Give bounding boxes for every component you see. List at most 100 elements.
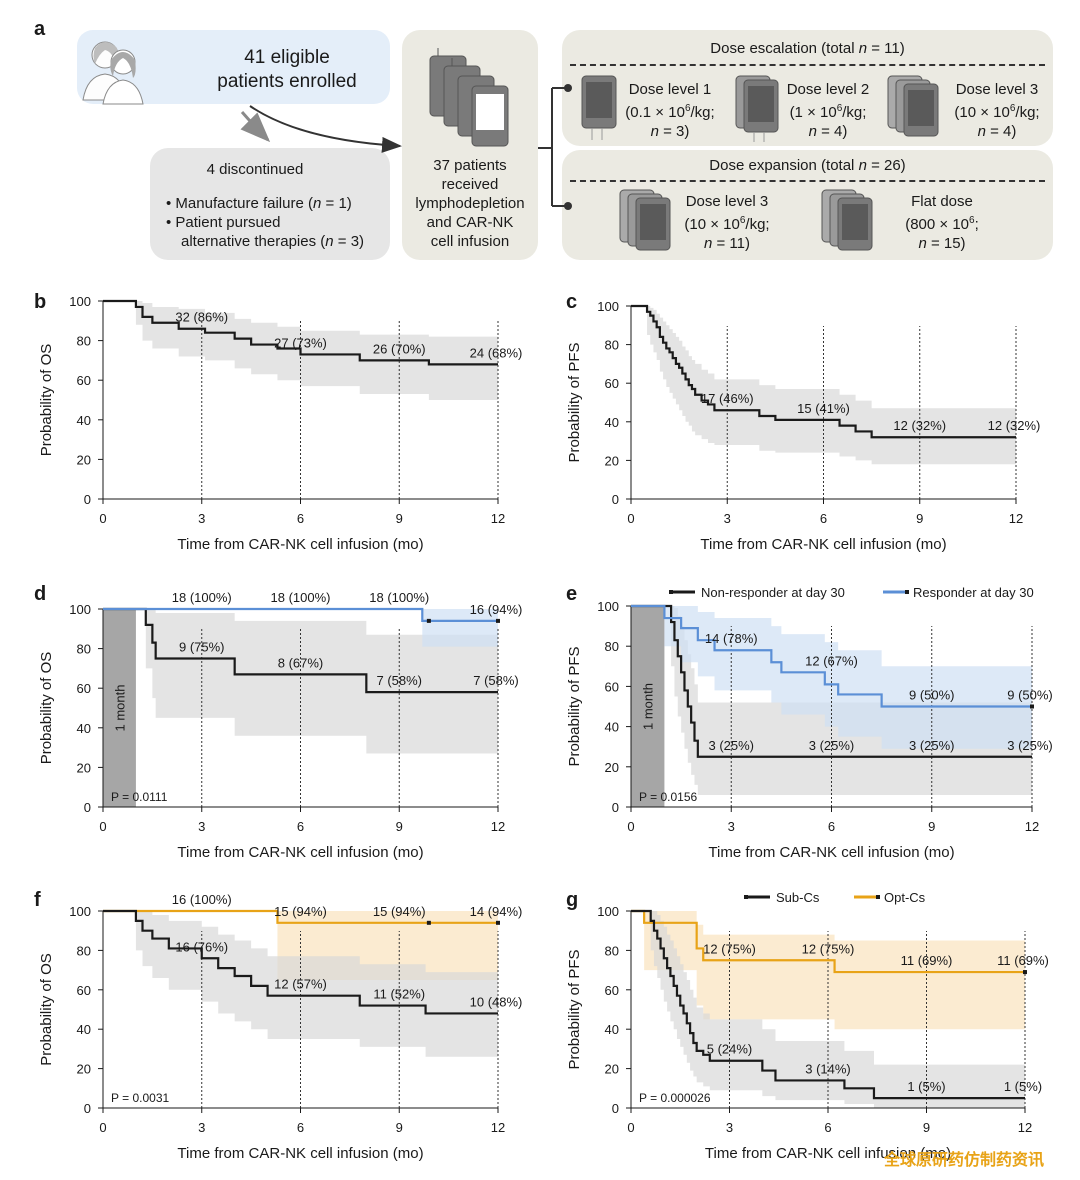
y-tick-label: 80 — [77, 642, 91, 657]
dose-value: (10 × 10 — [684, 216, 740, 233]
one-month-band — [103, 609, 136, 807]
at-risk-label: 27 (73%) — [274, 335, 327, 350]
km-line-non-responder-at-day-30 — [631, 604, 1032, 758]
x-tick-label: 3 — [724, 511, 731, 526]
escalation-divider — [570, 64, 1045, 66]
dose-bag-icon — [581, 75, 617, 140]
panel-label-f: f — [34, 889, 41, 911]
dose-n: n — [977, 123, 986, 140]
discontinued-list: • Manufacture failure (n = 1) • Patient … — [166, 194, 364, 251]
cell-bags-icon — [429, 48, 509, 147]
item-text: alternative therapies ( — [181, 233, 326, 250]
p-value: P = 0.0156 — [639, 790, 697, 804]
dose-exp: 6 — [684, 103, 691, 114]
at-risk-label: 12 (75%) — [802, 941, 855, 956]
panel-label-b: b — [34, 291, 46, 313]
x-tick-label: 12 — [491, 511, 505, 526]
at-risk-label: 18 (100%) — [271, 590, 331, 605]
y-tick-label: 20 — [605, 453, 619, 468]
at-risk-label: 9 (50%) — [909, 688, 955, 703]
y-tick-label: 60 — [605, 679, 619, 694]
enrolled-text: 41 eligible patients enrolled — [187, 46, 387, 94]
received-box: 37 patients received lymphodepletion and… — [402, 30, 538, 260]
title-count: = 11) — [867, 40, 905, 57]
enrolled-box: 41 eligible patients enrolled — [77, 30, 390, 105]
km-line-non-responder-at-day-30 — [103, 607, 498, 694]
dose-unit: ; — [974, 216, 979, 233]
y-tick-label: 20 — [77, 452, 91, 467]
dose-count: = 4) — [816, 123, 848, 140]
y-tick-label: 40 — [77, 1022, 91, 1037]
at-risk-label: 18 (100%) — [172, 590, 232, 605]
dose-count: = 3) — [658, 123, 690, 140]
at-risk-label: 9 (50%) — [1007, 688, 1053, 703]
x-tick-label: 9 — [916, 511, 923, 526]
watermark: 全球原研药仿制药资讯 — [884, 1152, 1045, 1169]
dose-name: Flat dose — [911, 193, 973, 210]
at-risk-label: 17 (46%) — [701, 391, 754, 406]
at-risk-label: 12 (57%) — [274, 977, 327, 992]
y-axis-title: Probability of PFS — [566, 342, 583, 462]
legend-censor-mark — [876, 895, 880, 899]
received-line: cell infusion — [430, 233, 510, 250]
dose-unit: /kg; — [1015, 104, 1040, 121]
arrow-to-discontinued — [240, 111, 271, 143]
x-tick-label: 9 — [923, 1120, 930, 1135]
panel-label-c: c — [566, 291, 577, 313]
p-value: P = 0.0111 — [111, 790, 168, 804]
km-line-all — [103, 299, 498, 366]
y-tick-label: 0 — [612, 800, 619, 815]
at-risk-label: 3 (25%) — [909, 738, 955, 753]
legend-label: Non-responder at day 30 — [701, 585, 845, 600]
y-tick-label: 60 — [77, 681, 91, 696]
one-month-label: 1 month — [112, 685, 127, 732]
x-tick-label: 9 — [396, 511, 403, 526]
x-tick-label: 3 — [728, 819, 735, 834]
km-line-responder-at-day-30 — [103, 607, 498, 622]
at-risk-label: 16 (100%) — [172, 892, 232, 907]
y-tick-label: 80 — [77, 943, 91, 958]
y-tick-label: 80 — [605, 639, 619, 654]
x-tick-label: 12 — [491, 1120, 505, 1135]
discontinued-box: 4 discontinued • Manufacture failure (n … — [150, 148, 390, 260]
dose-bag-icon — [619, 189, 671, 251]
at-risk-label: 3 (25%) — [1007, 738, 1053, 753]
discontinued-title: 4 discontinued — [206, 161, 304, 178]
at-risk-label: 11 (52%) — [373, 987, 425, 1002]
dose-n: n — [703, 235, 713, 252]
title-count: = 26) — [866, 157, 906, 174]
x-tick-label: 3 — [198, 819, 205, 834]
at-risk-label: 18 (100%) — [369, 590, 429, 605]
x-tick-label: 6 — [297, 511, 304, 526]
at-risk-label: 15 (94%) — [274, 904, 327, 919]
escalation-title: Dose escalation (total n = 11) — [562, 39, 1053, 58]
x-tick-label: 9 — [396, 819, 403, 834]
at-risk-label: 12 (32%) — [893, 418, 946, 433]
item-n: n — [325, 233, 334, 250]
y-tick-label: 100 — [69, 904, 91, 919]
received-line: 37 patients — [433, 157, 507, 174]
at-risk-label: 15 (41%) — [797, 401, 850, 416]
p-value: P = 0.0031 — [111, 1091, 169, 1105]
dose-n: n — [650, 123, 659, 140]
x-tick-label: 9 — [928, 819, 935, 834]
escalation-box: Dose escalation (total n = 11) Dose leve… — [562, 30, 1053, 146]
x-tick-label: 3 — [198, 511, 205, 526]
item-n: n — [313, 195, 322, 212]
enrolled-line1: 41 eligible — [244, 47, 330, 68]
at-risk-label: 12 (67%) — [805, 653, 858, 668]
at-risk-label: 15 (94%) — [373, 904, 426, 919]
patients-icon — [82, 41, 144, 105]
dose-bag-icon — [821, 189, 873, 251]
censor-mark — [1023, 970, 1027, 975]
km-line-opt-cs — [631, 909, 1025, 974]
dose-name: Dose level 3 — [955, 81, 1039, 98]
x-tick-label: 0 — [627, 819, 634, 834]
y-tick-label: 40 — [605, 720, 619, 735]
y-tick-label: 0 — [612, 1101, 619, 1116]
received-text: 37 patients received lymphodepletion and… — [402, 156, 538, 251]
panel-label-d: d — [34, 583, 46, 605]
dose-value: (0.1 × 10 — [625, 104, 685, 121]
x-axis-title: Time from CAR-NK cell infusion (mo) — [700, 536, 946, 553]
dose-name: Dose level 3 — [685, 193, 769, 210]
